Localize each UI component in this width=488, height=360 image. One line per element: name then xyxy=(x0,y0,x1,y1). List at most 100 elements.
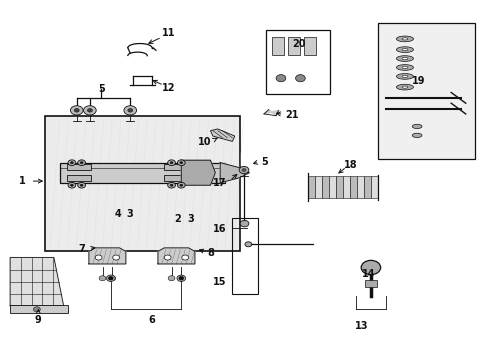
Circle shape xyxy=(87,109,92,112)
Circle shape xyxy=(167,160,175,166)
Bar xyxy=(67,175,91,181)
Circle shape xyxy=(99,276,106,281)
Text: 21: 21 xyxy=(285,110,298,120)
Circle shape xyxy=(167,183,175,188)
Bar xyxy=(335,176,342,198)
Ellipse shape xyxy=(411,133,421,138)
Bar xyxy=(304,37,316,55)
Polygon shape xyxy=(220,163,249,183)
Ellipse shape xyxy=(401,49,407,51)
Circle shape xyxy=(244,242,251,247)
Circle shape xyxy=(106,275,115,282)
Polygon shape xyxy=(210,129,234,141)
Circle shape xyxy=(177,183,185,188)
Text: 14: 14 xyxy=(362,269,375,279)
Bar xyxy=(321,176,328,198)
Circle shape xyxy=(74,109,79,112)
Circle shape xyxy=(182,255,188,260)
Bar xyxy=(328,176,335,198)
Circle shape xyxy=(295,75,305,82)
Circle shape xyxy=(83,106,96,115)
Circle shape xyxy=(276,75,285,82)
Bar xyxy=(314,176,321,198)
Bar xyxy=(370,176,377,198)
Text: 11: 11 xyxy=(162,28,176,38)
Text: 18: 18 xyxy=(343,159,357,170)
Ellipse shape xyxy=(396,56,413,62)
Ellipse shape xyxy=(401,86,407,88)
Circle shape xyxy=(113,255,119,260)
Circle shape xyxy=(239,166,248,174)
Circle shape xyxy=(109,276,116,281)
Text: 12: 12 xyxy=(162,83,175,93)
Ellipse shape xyxy=(401,75,407,77)
Bar xyxy=(356,176,364,198)
Circle shape xyxy=(178,276,184,281)
Text: 8: 8 xyxy=(207,248,214,258)
Ellipse shape xyxy=(396,64,413,70)
Ellipse shape xyxy=(396,36,413,42)
Text: 19: 19 xyxy=(411,76,425,86)
Circle shape xyxy=(242,168,245,171)
Ellipse shape xyxy=(396,84,413,90)
Text: 15: 15 xyxy=(212,277,225,287)
Text: 1: 1 xyxy=(19,176,25,186)
Circle shape xyxy=(180,162,183,164)
Text: 3: 3 xyxy=(126,209,133,219)
Bar xyxy=(164,175,188,181)
Circle shape xyxy=(80,162,83,164)
Circle shape xyxy=(70,162,73,164)
Circle shape xyxy=(170,184,173,186)
Circle shape xyxy=(123,106,136,115)
Text: 6: 6 xyxy=(148,315,155,325)
Circle shape xyxy=(127,109,132,112)
Circle shape xyxy=(168,276,175,281)
Text: 17: 17 xyxy=(212,178,225,188)
Circle shape xyxy=(179,277,183,280)
Circle shape xyxy=(177,275,185,282)
Bar xyxy=(266,30,329,94)
Bar xyxy=(67,165,91,170)
Circle shape xyxy=(240,220,248,227)
Text: 7: 7 xyxy=(79,244,85,254)
Polygon shape xyxy=(181,160,215,185)
Ellipse shape xyxy=(411,124,421,129)
Text: 5: 5 xyxy=(99,84,105,94)
Bar xyxy=(10,305,68,313)
Circle shape xyxy=(180,184,183,186)
Bar xyxy=(365,280,376,287)
Text: 3: 3 xyxy=(187,213,194,224)
Circle shape xyxy=(109,277,113,280)
Circle shape xyxy=(164,255,171,260)
Text: 2: 2 xyxy=(174,213,181,224)
Circle shape xyxy=(78,183,85,188)
Bar xyxy=(164,165,188,170)
Circle shape xyxy=(70,184,73,186)
Polygon shape xyxy=(89,248,125,264)
Polygon shape xyxy=(158,248,195,264)
Bar xyxy=(349,176,356,198)
Circle shape xyxy=(68,183,76,188)
Circle shape xyxy=(361,260,380,275)
Circle shape xyxy=(170,162,173,164)
Text: 9: 9 xyxy=(35,315,41,325)
Bar xyxy=(45,116,239,251)
Bar xyxy=(232,217,257,294)
Ellipse shape xyxy=(401,38,407,40)
Polygon shape xyxy=(10,257,63,306)
Text: 20: 20 xyxy=(292,39,305,49)
Circle shape xyxy=(80,184,83,186)
Bar xyxy=(342,176,349,198)
Polygon shape xyxy=(264,110,278,116)
Bar xyxy=(272,37,284,55)
Text: 5: 5 xyxy=(261,157,268,167)
Ellipse shape xyxy=(396,73,413,79)
Ellipse shape xyxy=(401,58,407,60)
Circle shape xyxy=(95,255,102,260)
Text: 16: 16 xyxy=(212,224,225,234)
Circle shape xyxy=(33,307,40,312)
Ellipse shape xyxy=(401,66,407,68)
Text: 13: 13 xyxy=(355,321,368,331)
Bar xyxy=(364,176,370,198)
Bar xyxy=(307,176,314,198)
